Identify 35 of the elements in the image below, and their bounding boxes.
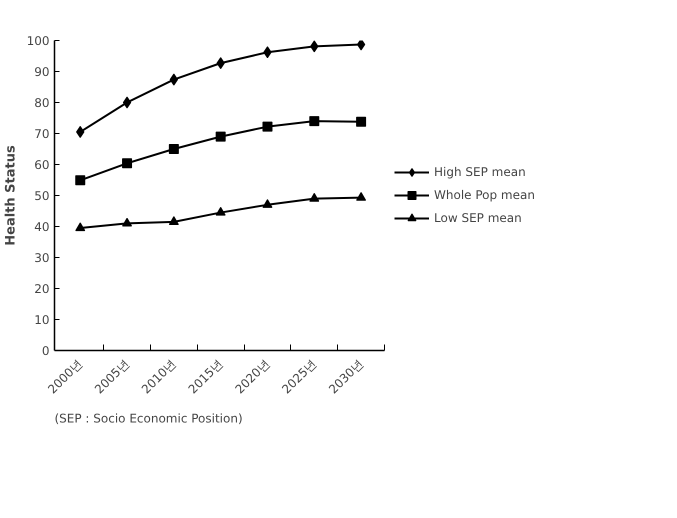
point (356, 116, 366, 127)
y-tick-label: 80 (34, 96, 50, 110)
y-tick-label: 90 (34, 65, 50, 79)
y-tick-label: 20 (34, 282, 50, 296)
y-tick-label: 60 (34, 158, 50, 172)
legend-label: Whole Pop mean (434, 188, 535, 202)
y-tick-label: 10 (34, 313, 50, 327)
point (122, 96, 132, 108)
point (122, 218, 132, 226)
point (216, 206, 226, 216)
legend-label: High SEP mean (434, 165, 526, 179)
text: (SEP : Socio Economic Position) (54, 412, 243, 426)
y-tick-label: 100 (26, 34, 50, 48)
point (309, 192, 320, 202)
legend-label: Low SEP mean (434, 211, 522, 225)
point (263, 46, 272, 58)
point (356, 192, 366, 201)
point (168, 144, 179, 154)
point (216, 132, 226, 142)
point (262, 122, 272, 132)
point (310, 40, 318, 52)
point (309, 116, 320, 126)
y-axis-title: Health Status (4, 145, 19, 246)
point (122, 158, 132, 168)
y-tick-label: 50 (34, 189, 50, 203)
point (75, 175, 86, 186)
y-tick-label: 70 (34, 127, 50, 141)
y-tick-label: 0 (42, 344, 50, 358)
point (170, 74, 178, 86)
y-tick-label: 40 (34, 220, 50, 234)
point (262, 199, 272, 208)
y-tick-label: 30 (34, 251, 50, 265)
point (75, 222, 86, 232)
point (356, 40, 366, 51)
point (168, 216, 179, 225)
